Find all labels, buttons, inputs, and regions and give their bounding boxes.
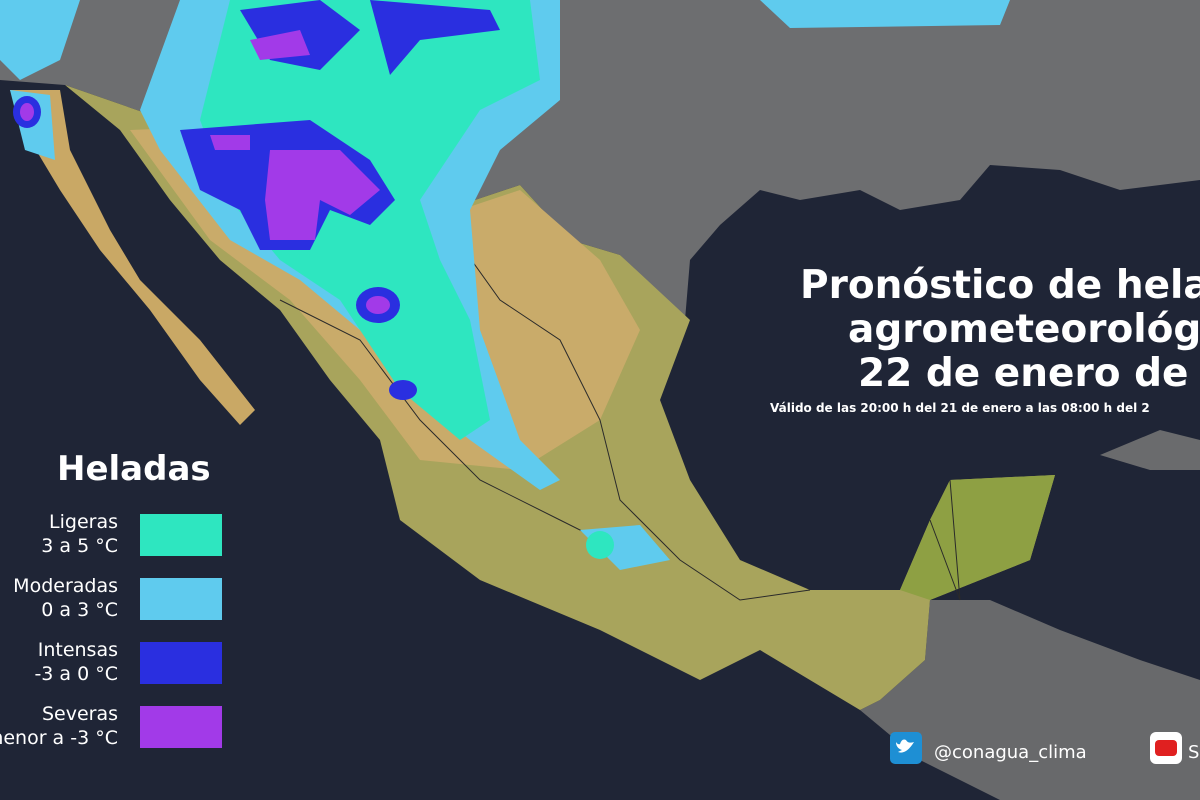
legend-swatch bbox=[140, 706, 222, 748]
legend-range: 0 a 3 °C bbox=[41, 599, 118, 621]
legend-title: Heladas bbox=[57, 449, 211, 489]
frost-area bbox=[389, 380, 417, 400]
frost-area bbox=[760, 0, 1010, 28]
legend-range: -3 a 0 °C bbox=[34, 663, 118, 685]
frost-areas bbox=[0, 0, 1010, 570]
frost-area bbox=[20, 103, 34, 121]
twitter-handle: @conagua_clima bbox=[934, 742, 1087, 763]
frost-area bbox=[370, 0, 500, 75]
cuba bbox=[1100, 430, 1200, 470]
frost-area bbox=[210, 135, 250, 150]
legend-swatch bbox=[140, 578, 222, 620]
frost-area bbox=[265, 150, 380, 240]
central-america bbox=[860, 600, 1200, 800]
validity: Válido de las 20:00 h del 21 de enero a … bbox=[770, 401, 1150, 415]
youtube-handle: S bbox=[1188, 742, 1199, 763]
frost-area bbox=[366, 296, 390, 314]
youtube-play bbox=[1155, 740, 1177, 756]
legend-swatch bbox=[140, 514, 222, 556]
legend-swatch bbox=[140, 642, 222, 684]
state-borders bbox=[279, 299, 641, 561]
legend-range: menor a -3 °C bbox=[0, 727, 118, 749]
yucatan bbox=[900, 475, 1055, 600]
frost-area bbox=[0, 0, 80, 80]
frost-area bbox=[586, 531, 614, 559]
legend-name: Moderadas bbox=[13, 575, 118, 597]
baja-california bbox=[10, 90, 255, 425]
legend-range: 3 a 5 °C bbox=[41, 535, 118, 557]
frost-area bbox=[250, 30, 310, 60]
title-line: agrometeorológ bbox=[848, 307, 1200, 352]
title-line: 22 de enero de 2 bbox=[858, 351, 1200, 396]
legend-name: Severas bbox=[42, 703, 118, 725]
state-borders bbox=[449, 229, 811, 601]
state-borders bbox=[929, 479, 961, 601]
title-line: Pronóstico de hela bbox=[800, 263, 1200, 308]
legend-name: Intensas bbox=[38, 639, 118, 661]
legend-name: Ligeras bbox=[49, 511, 118, 533]
twitter-bird bbox=[896, 739, 914, 753]
